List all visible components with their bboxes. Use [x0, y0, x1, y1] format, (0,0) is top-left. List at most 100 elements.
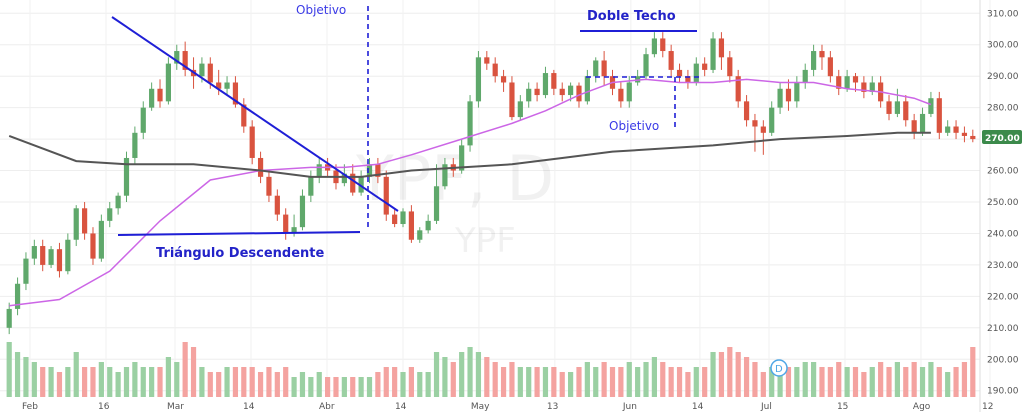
- candle-body: [945, 126, 951, 133]
- volume-bar: [626, 362, 632, 397]
- price-axis[interactable]: 310.00 300.00 290.00 280.00 270.00 260.00 250.…: [979, 0, 1019, 412]
- volume-bar: [442, 357, 448, 397]
- time-axis[interactable]: Feb 16 Mar 14 Abr 14 May 13 Jun 14 Jul 15 Ago 12: [22, 402, 993, 412]
- time-tick-label: Mar: [167, 402, 184, 412]
- candle-body: [224, 82, 230, 89]
- candle-body: [601, 60, 607, 77]
- candle-body: [861, 82, 867, 92]
- time-tick-label: 15: [837, 402, 848, 412]
- long-moving-average-line: [8, 131, 931, 178]
- volume-bar: [6, 342, 12, 397]
- candle-body: [241, 104, 247, 127]
- volume-bar: [718, 352, 725, 397]
- candle-body: [568, 85, 574, 96]
- price-tick-label: 250.00: [987, 198, 1019, 208]
- volume-bar: [802, 362, 808, 397]
- volume-bar: [676, 367, 683, 397]
- volume-bar: [693, 367, 699, 397]
- candle-body: [651, 38, 657, 55]
- volume-bar: [584, 362, 590, 397]
- candle-body: [802, 69, 808, 83]
- candle-body: [735, 76, 741, 102]
- candle-body: [718, 38, 725, 58]
- candle-body: [785, 88, 792, 102]
- candle-body: [710, 38, 716, 70]
- candle-body: [970, 135, 976, 140]
- price-tick-label: 290.00: [987, 72, 1019, 82]
- volume-bar: [869, 367, 875, 397]
- double-top-label: Doble Techo: [587, 9, 676, 24]
- candle-body: [517, 101, 523, 118]
- candle-body: [492, 63, 498, 77]
- volume-bar: [894, 362, 900, 397]
- volume-bar: [576, 367, 582, 397]
- candle-body: [199, 63, 205, 77]
- candle-body: [551, 73, 557, 89]
- volume-bar: [568, 372, 574, 397]
- volume-bar: [492, 362, 498, 397]
- candle-body: [249, 126, 255, 158]
- candle-body: [559, 88, 565, 96]
- volume-bar: [945, 372, 951, 397]
- candle-body: [953, 126, 959, 133]
- time-tick-label: Jul: [760, 402, 772, 412]
- volume-bar: [366, 377, 373, 397]
- candle-body: [660, 38, 666, 52]
- triangle-support-line: [117, 231, 361, 236]
- volume-bar: [635, 367, 641, 397]
- candle-body: [291, 227, 297, 234]
- watermark-ticker: YPF: [454, 221, 516, 261]
- alert-badge-text: D: [775, 364, 783, 375]
- volume-bar: [953, 367, 959, 397]
- volume-bar: [383, 367, 389, 397]
- candle-body: [811, 51, 817, 70]
- price-tick-label: 190.00: [987, 387, 1019, 397]
- volume-bar: [341, 377, 347, 397]
- candle-body: [107, 208, 113, 221]
- volume-bar: [551, 367, 557, 397]
- price-tick-label: 230.00: [987, 261, 1019, 271]
- candle-body: [65, 239, 71, 272]
- candle-body: [911, 120, 917, 133]
- candle-body: [433, 186, 440, 221]
- candle-body: [894, 101, 900, 114]
- candle-body: [408, 211, 414, 240]
- volume-bar: [232, 367, 239, 397]
- candle-body: [777, 88, 783, 108]
- candle-body: [392, 214, 398, 225]
- candle-body: [123, 157, 130, 196]
- volume-bar: [165, 357, 171, 397]
- volume-bar: [325, 377, 331, 397]
- time-tick-label: Feb: [22, 402, 38, 412]
- volume-bar: [852, 367, 859, 397]
- volume-bar: [65, 367, 71, 397]
- volume-bar: [785, 367, 792, 397]
- price-tick-label: 210.00: [987, 324, 1019, 334]
- candle-body: [961, 132, 968, 136]
- candle-body: [484, 57, 490, 64]
- volume-bar: [752, 362, 758, 397]
- candlesticks: [6, 32, 976, 335]
- volume-bar: [82, 367, 88, 397]
- drawings: Triángulo Descendente Doble Techo Objeti…: [111, 3, 700, 261]
- candle-body: [115, 195, 121, 209]
- candle-body: [375, 164, 381, 177]
- alert-marker[interactable]: D: [770, 359, 788, 377]
- volume-bar: [115, 372, 121, 397]
- volume-bar: [48, 367, 54, 397]
- volume-bar: [559, 372, 565, 397]
- volume-bar: [408, 367, 414, 397]
- volume-bar: [484, 357, 490, 397]
- candle-body: [819, 51, 825, 58]
- candle-body: [685, 76, 691, 83]
- candle-body: [752, 120, 758, 127]
- candle-body: [794, 82, 800, 102]
- last-price-value: 270.00: [985, 134, 1020, 144]
- time-tick-label: Jun: [622, 402, 637, 412]
- volume-bar: [90, 367, 96, 397]
- last-price-badge-bg: [982, 130, 1022, 144]
- volume-bar: [316, 372, 322, 397]
- candle-body: [827, 57, 833, 77]
- candle-body: [350, 173, 356, 193]
